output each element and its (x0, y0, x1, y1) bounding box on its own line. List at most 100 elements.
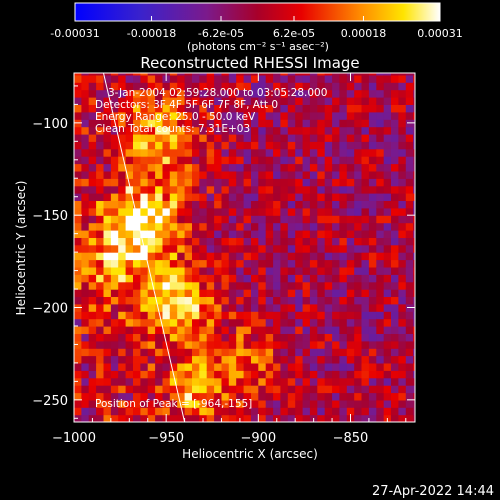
heatmap-cell (273, 348, 282, 357)
heatmap-cell (346, 170, 355, 179)
heatmap-cell (376, 311, 385, 320)
heatmap-cell (391, 414, 399, 422)
heatmap-cell (251, 370, 259, 379)
colorbar-frame (74, 2, 441, 22)
heatmap-cell (192, 303, 200, 312)
heatmap-cell (258, 333, 267, 342)
heatmap-cell (118, 119, 127, 128)
heatmap-cell (177, 407, 186, 416)
heatmap-cell (96, 82, 105, 91)
heatmap-cell (302, 340, 311, 349)
heatmap-cell (140, 126, 149, 135)
heatmap-cell (413, 377, 415, 386)
heatmap-cell (199, 178, 208, 187)
heatmap-cell (184, 97, 193, 105)
heatmap-cell (140, 370, 149, 379)
heatmap-cell (228, 178, 237, 187)
heatmap-cell (413, 74, 415, 83)
heatmap-cell (133, 73, 141, 76)
heatmap-cell (295, 74, 304, 83)
heatmap-cell (265, 156, 274, 165)
heatmap-cell (192, 311, 200, 320)
heatmap-cell (309, 215, 318, 224)
heatmap-cell (295, 104, 304, 113)
heatmap-cell (302, 296, 311, 305)
heatmap-cell (309, 133, 318, 142)
heatmap-cell (214, 414, 223, 422)
heatmap-cell (339, 340, 348, 349)
heatmap-cell (236, 274, 245, 283)
heatmap-cell (413, 97, 415, 105)
heatmap-cell (96, 185, 105, 194)
heatmap-cell (324, 252, 333, 261)
heatmap-cell (169, 355, 178, 364)
heatmap-cell (206, 163, 215, 172)
heatmap-cell (273, 141, 282, 150)
heatmap-cell (339, 74, 348, 83)
heatmap-cell (295, 377, 304, 386)
heatmap-cell (214, 126, 223, 135)
heatmap-cell (324, 296, 333, 305)
heatmap-cell (258, 74, 267, 83)
heatmap-cell (295, 348, 304, 357)
annotation-peak-position: Position of Peak = [-964,-155] (95, 398, 252, 410)
heatmap-cell (177, 148, 186, 157)
heatmap-cell (221, 259, 230, 268)
heatmap-cell (302, 119, 311, 128)
heatmap-cell (265, 89, 274, 98)
colorbar-unit-label: (photons cm⁻² s⁻¹ asec⁻²) (187, 40, 329, 53)
heatmap-cell (88, 355, 97, 364)
heatmap-cell (162, 399, 171, 408)
heatmap-cell (118, 355, 127, 364)
heatmap-cell (243, 126, 252, 135)
heatmap-cell (133, 178, 141, 187)
heatmap-cell (118, 274, 127, 283)
heatmap-cell (251, 126, 259, 135)
heatmap-cell (221, 215, 230, 224)
heatmap-cell (324, 222, 333, 231)
heatmap-cell (302, 318, 311, 327)
heatmap-cell (243, 252, 252, 261)
heatmap-cell (96, 259, 105, 268)
heatmap-cell (258, 126, 267, 135)
heatmap-cell (405, 326, 414, 334)
heatmap-cell (280, 104, 289, 113)
heatmap-cell (81, 377, 90, 386)
heatmap-cell (147, 348, 156, 357)
heatmap-cell (376, 185, 385, 194)
heatmap-cell (295, 193, 304, 201)
heatmap-cell (346, 163, 355, 172)
heatmap-cell (155, 230, 164, 238)
heatmap-cell (206, 230, 215, 238)
heatmap-cell (169, 333, 178, 342)
heatmap-cell (155, 156, 164, 165)
heatmap-cell (273, 82, 282, 91)
heatmap-cell (177, 133, 186, 142)
heatmap-cell (147, 318, 156, 327)
heatmap-cell (309, 104, 318, 113)
heatmap-cell (96, 170, 105, 179)
heatmap-cell (332, 163, 341, 172)
heatmap-cell (118, 252, 127, 261)
heatmap-cell (236, 215, 245, 224)
heatmap-cell (332, 156, 341, 165)
heatmap-cell (309, 193, 318, 201)
heatmap-cell (258, 340, 267, 349)
heatmap-cell (295, 163, 304, 172)
heatmap-cell (317, 193, 326, 201)
heatmap-cell (243, 133, 252, 142)
heatmap-cell (317, 252, 326, 261)
heatmap-cell (287, 82, 296, 91)
heatmap-cell (147, 303, 156, 312)
heatmap-cell (228, 244, 237, 253)
heatmap-cell (243, 119, 252, 128)
heatmap-cell (118, 215, 127, 224)
heatmap-cell (184, 252, 193, 261)
heatmap-cell (155, 141, 164, 150)
heatmap-cell (295, 148, 304, 157)
heatmap-cell (391, 274, 399, 283)
heatmap-cell (405, 340, 414, 349)
heatmap-cell (184, 362, 193, 371)
heatmap-cell (346, 311, 355, 320)
